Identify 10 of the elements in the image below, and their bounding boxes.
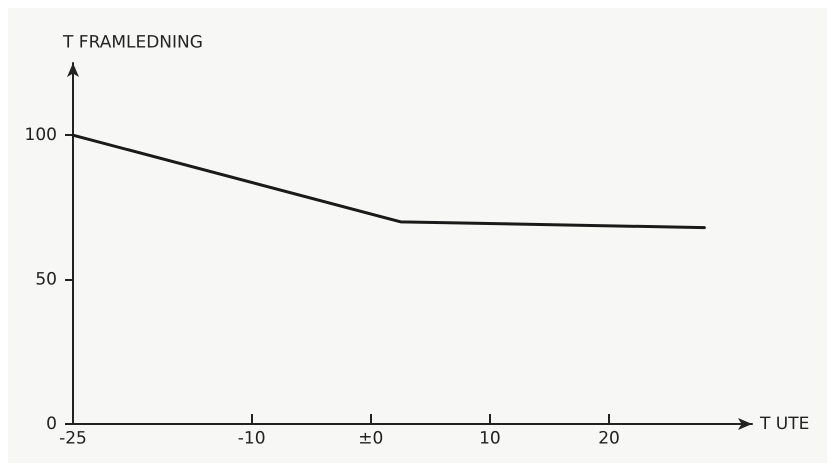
y-tick-label: 50 — [35, 270, 57, 290]
x-axis-title: T UTE — [759, 414, 810, 434]
y-tick-label: 100 — [24, 125, 57, 146]
y-axis-title: T FRAMLEDNING — [62, 32, 203, 52]
y-tick-label: 0 — [46, 414, 57, 434]
x-tick-label: -10 — [238, 428, 266, 448]
x-tick-label: -25 — [59, 428, 87, 448]
x-tick-label: 20 — [598, 428, 620, 448]
x-tick-label: ±0 — [358, 428, 384, 448]
x-tick-label: 10 — [479, 428, 501, 448]
